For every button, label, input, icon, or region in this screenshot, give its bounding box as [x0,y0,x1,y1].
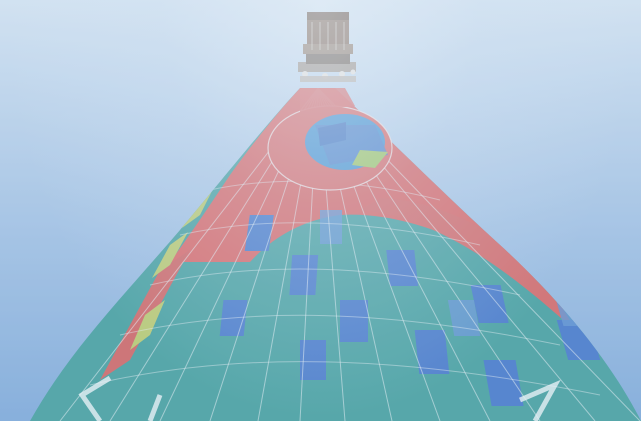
balloon-mouth [267,105,393,191]
